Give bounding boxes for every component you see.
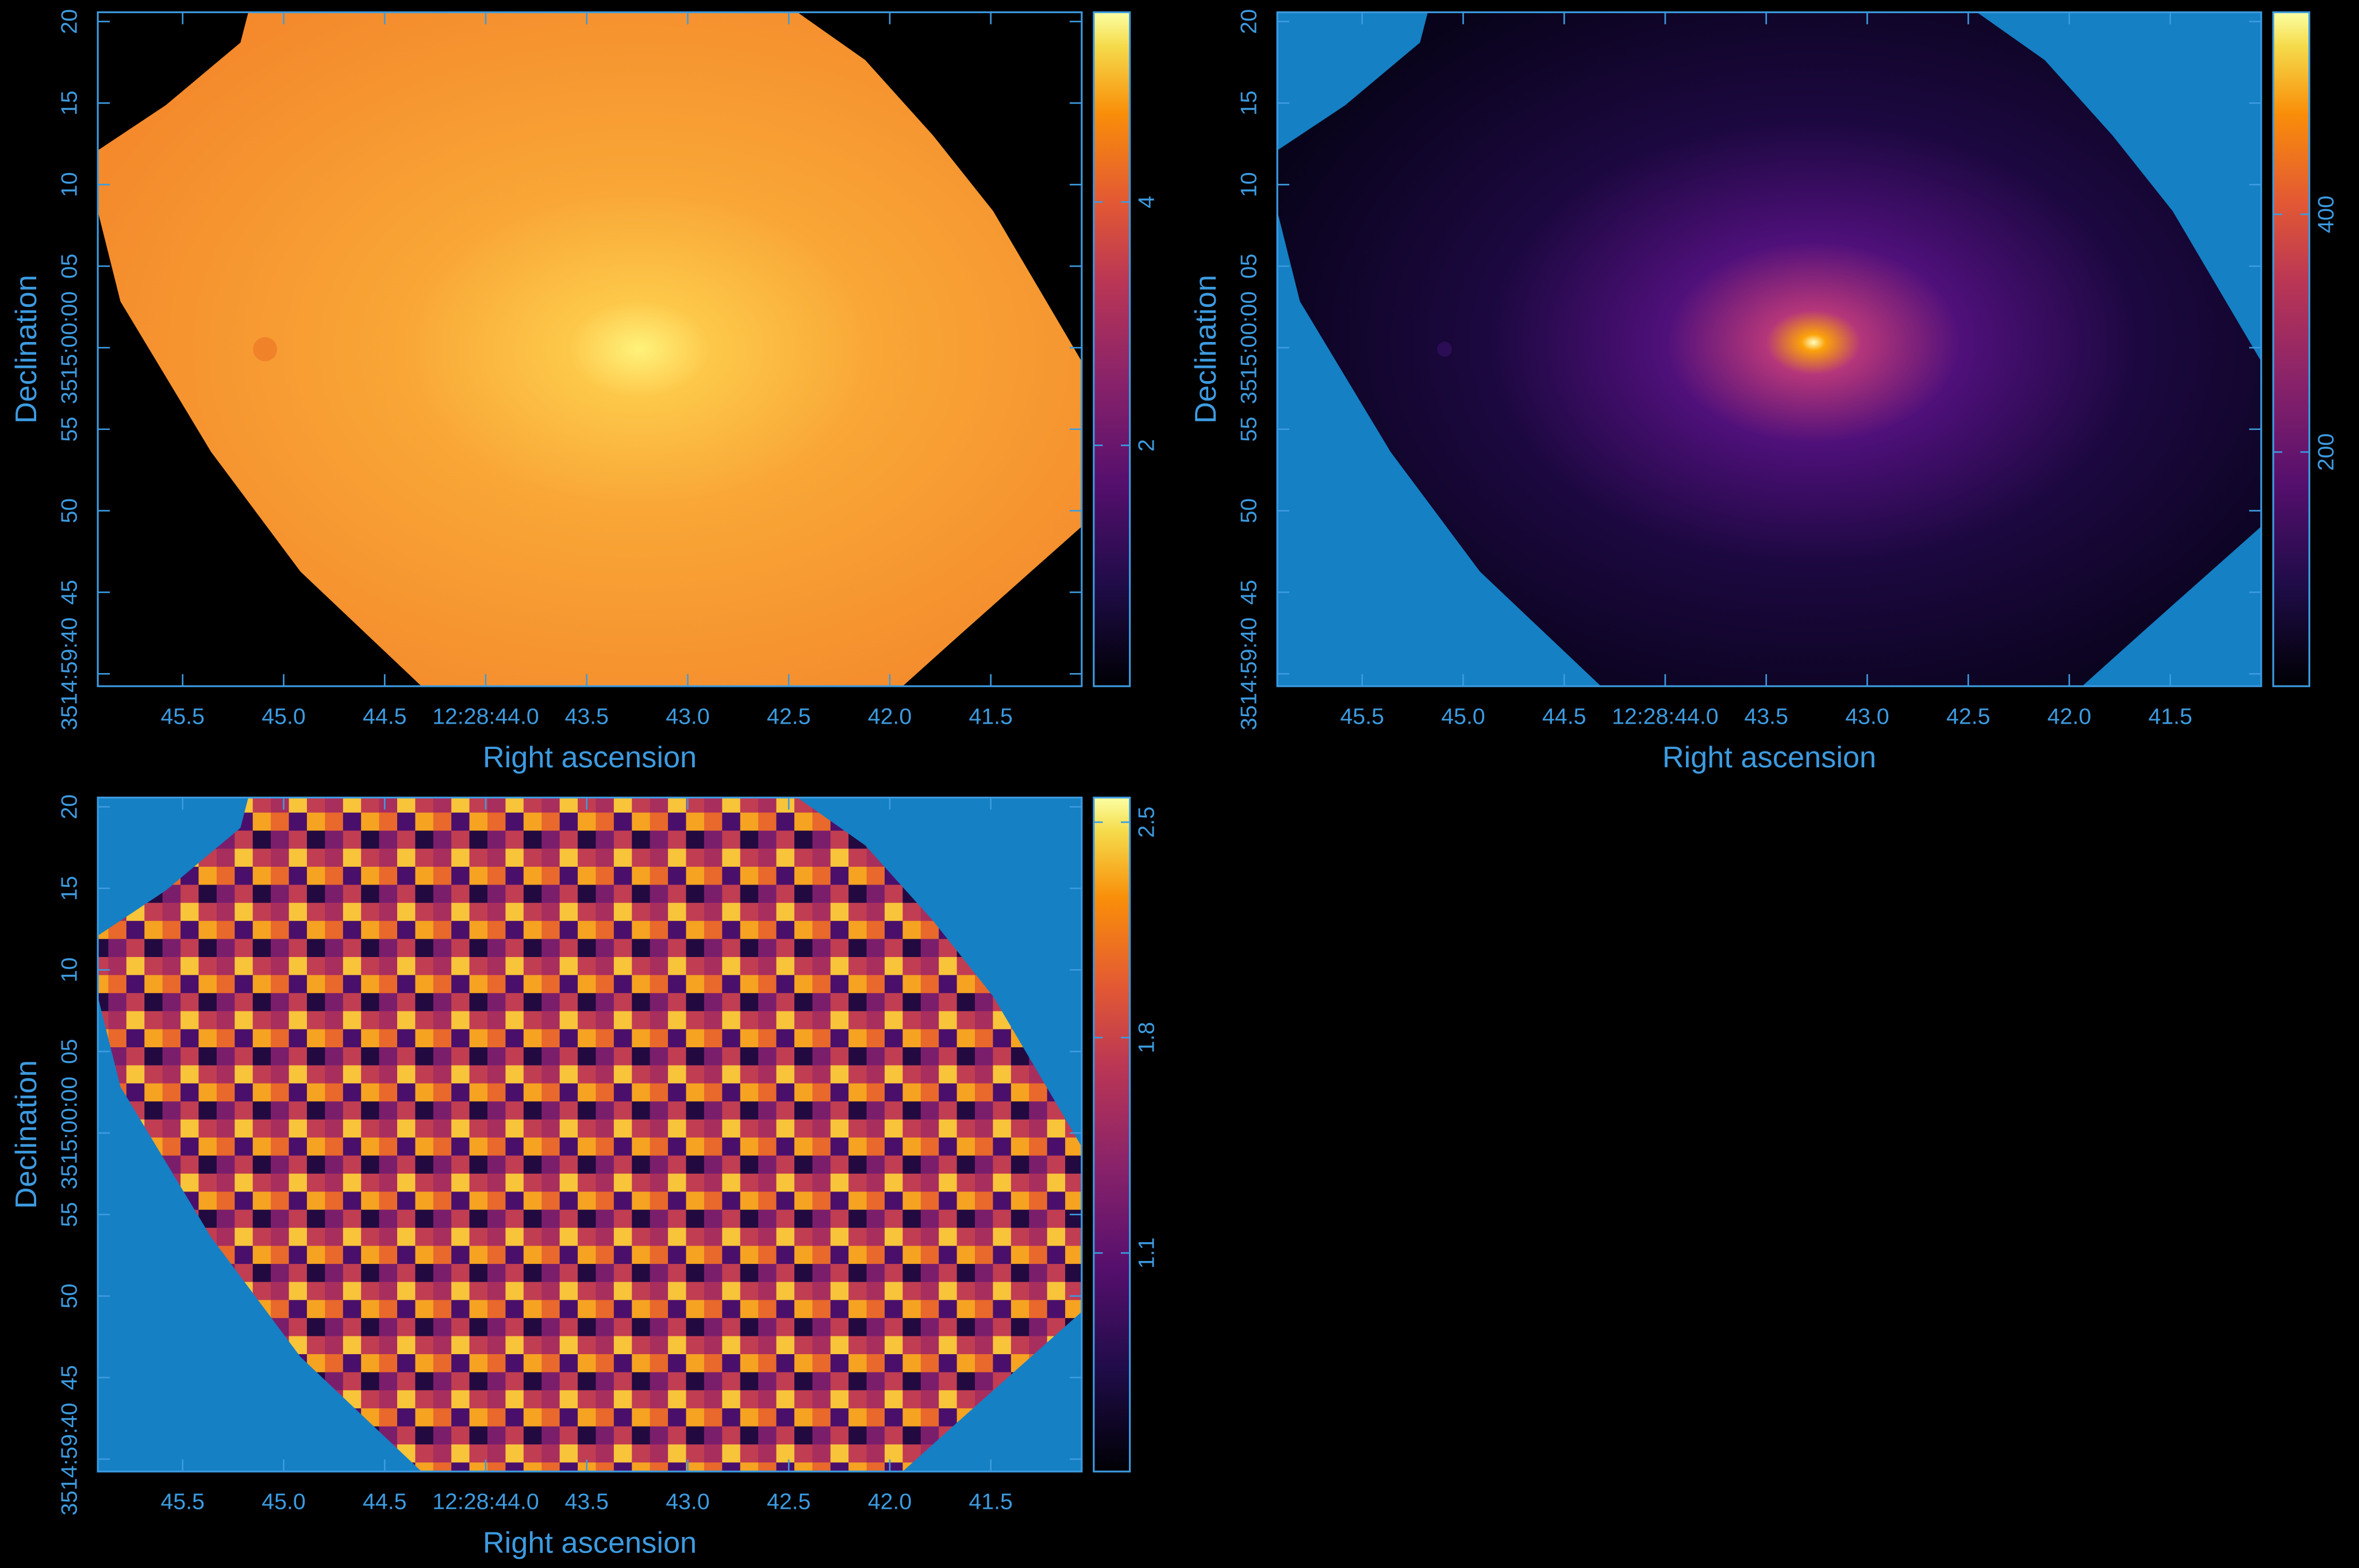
colorbar bbox=[1093, 11, 1131, 687]
x-tick-label: 41.5 bbox=[969, 704, 1012, 729]
y-tick-label: 3514:59:40 bbox=[56, 1402, 82, 1515]
x-tick-label: 45.0 bbox=[1441, 704, 1485, 729]
x-tick-label: 45.0 bbox=[262, 704, 305, 729]
x-tick-label: 43.5 bbox=[565, 1489, 609, 1515]
image-footprint bbox=[1277, 12, 2261, 686]
x-tick-label: 42.0 bbox=[868, 1489, 912, 1515]
plot-frame bbox=[1276, 11, 2262, 687]
y-tick-label: 20 bbox=[56, 9, 82, 34]
image-footprint bbox=[98, 12, 1082, 686]
x-tick-label: 45.5 bbox=[161, 1489, 205, 1515]
x-tick-label: 42.5 bbox=[767, 704, 810, 729]
x-tick-label: 43.0 bbox=[666, 1489, 709, 1515]
colorbar bbox=[1093, 796, 1131, 1473]
colorbar bbox=[2272, 11, 2311, 687]
y-axis-label: Declination bbox=[10, 275, 43, 424]
y-tick-label: 20 bbox=[1236, 9, 1261, 34]
y-tick-label: 45 bbox=[1236, 580, 1261, 605]
y-tick-label: 55 bbox=[56, 417, 82, 442]
x-tick-label: 43.0 bbox=[666, 704, 709, 729]
y-tick-label: 10 bbox=[56, 958, 82, 983]
y-tick-label: 10 bbox=[1236, 172, 1261, 197]
x-tick-label: 12:28:44.0 bbox=[432, 1489, 539, 1515]
x-tick-label: 45.5 bbox=[161, 704, 205, 729]
x-tick-label: 12:28:44.0 bbox=[432, 704, 539, 729]
x-tick-label: 45.5 bbox=[1340, 704, 1384, 729]
y-tick-label: 05 bbox=[1236, 253, 1261, 279]
colorbar-tick-label: 1.1 bbox=[1134, 1238, 1159, 1269]
image-feature bbox=[253, 337, 278, 362]
y-tick-label: 50 bbox=[56, 498, 82, 524]
x-tick-label: 43.5 bbox=[1745, 704, 1788, 729]
x-tick-label: 45.0 bbox=[262, 1489, 305, 1515]
x-tick-label: 44.5 bbox=[1542, 704, 1586, 729]
x-axis-label: Right ascension bbox=[483, 1526, 697, 1559]
x-tick-label: 44.5 bbox=[363, 704, 406, 729]
y-tick-label: 10 bbox=[56, 172, 82, 197]
y-axis-label: Declination bbox=[1189, 275, 1223, 424]
x-tick-label: 42.0 bbox=[2047, 704, 2091, 729]
y-tick-label: 45 bbox=[56, 1365, 82, 1390]
colorbar-tick-label: 200 bbox=[2314, 433, 2339, 471]
x-tick-label: 44.5 bbox=[363, 1489, 406, 1515]
x-tick-label: 43.0 bbox=[1845, 704, 1889, 729]
colorbar-tick-label: 2 bbox=[1134, 439, 1159, 452]
y-tick-label: 3515:00:00 bbox=[56, 291, 82, 404]
x-tick-label: 41.5 bbox=[2149, 704, 2192, 729]
x-axis-label: Right ascension bbox=[1662, 741, 1876, 774]
y-tick-label: 55 bbox=[56, 1202, 82, 1227]
plot-frame bbox=[97, 11, 1083, 687]
x-tick-label: 43.5 bbox=[565, 704, 609, 729]
x-tick-label: 42.5 bbox=[1946, 704, 1990, 729]
x-tick-label: 41.5 bbox=[969, 1489, 1012, 1515]
y-tick-label: 3515:00:00 bbox=[56, 1077, 82, 1189]
y-tick-label: 15 bbox=[56, 876, 82, 901]
y-tick-label: 55 bbox=[1236, 417, 1261, 442]
x-tick-label: 42.5 bbox=[767, 1489, 810, 1515]
y-tick-label: 3514:59:40 bbox=[1236, 617, 1261, 730]
image-footprint bbox=[98, 797, 1082, 1472]
y-axis-label: Declination bbox=[10, 1060, 43, 1209]
colorbar-tick-label: 2.5 bbox=[1134, 806, 1159, 838]
plot-frame bbox=[97, 796, 1083, 1473]
y-tick-label: 20 bbox=[56, 794, 82, 820]
y-tick-label: 05 bbox=[56, 253, 82, 279]
x-axis-label: Right ascension bbox=[483, 741, 697, 774]
y-tick-label: 45 bbox=[56, 580, 82, 605]
x-tick-label: 42.0 bbox=[868, 704, 912, 729]
y-tick-label: 05 bbox=[56, 1039, 82, 1064]
y-tick-label: 3515:00:00 bbox=[1236, 291, 1261, 404]
y-tick-label: 50 bbox=[56, 1283, 82, 1309]
y-tick-label: 15 bbox=[1236, 90, 1261, 116]
colorbar-tick-label: 4 bbox=[1134, 196, 1159, 209]
image-feature bbox=[1437, 341, 1453, 357]
colorbar-tick-label: 400 bbox=[2314, 195, 2339, 233]
x-tick-label: 12:28:44.0 bbox=[1612, 704, 1719, 729]
y-tick-label: 50 bbox=[1236, 498, 1261, 524]
colorbar-tick-label: 1.8 bbox=[1134, 1022, 1159, 1054]
y-tick-label: 3514:59:40 bbox=[56, 617, 82, 730]
y-tick-label: 15 bbox=[56, 90, 82, 116]
